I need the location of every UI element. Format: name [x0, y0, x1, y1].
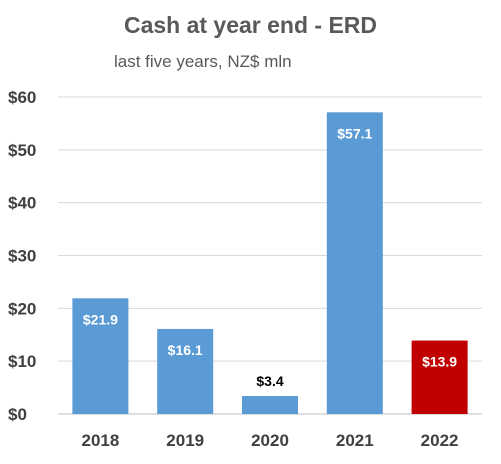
bar-2021 [326, 112, 383, 415]
y-tick-label: $30 [8, 247, 36, 266]
x-tick-label: 2022 [421, 431, 459, 450]
y-axis-tick-labels: $0 $10 $20 $30 $40 $50 $60 [8, 88, 36, 424]
chart-title: Cash at year end - ERD [123, 12, 378, 38]
x-axis-tick-labels: 2018 2019 2020 2021 2022 [81, 431, 458, 450]
y-tick-label: $20 [8, 299, 36, 318]
x-tick-label: 2018 [81, 431, 119, 450]
bars [72, 112, 468, 415]
data-label: $3.4 [256, 373, 283, 389]
y-tick-label: $0 [8, 405, 27, 424]
data-label: $57.1 [337, 125, 372, 141]
chart-subtitle: last five years, NZ$ mln [114, 52, 292, 71]
bar-2019 [157, 328, 214, 414]
data-label: $21.9 [83, 311, 118, 327]
bar-2022 [411, 340, 468, 414]
x-tick-label: 2019 [166, 431, 204, 450]
bar-2018 [72, 298, 129, 414]
y-tick-label: $40 [8, 194, 36, 213]
bar-2020 [242, 396, 298, 414]
data-label: $16.1 [168, 342, 203, 358]
x-tick-label: 2021 [336, 431, 374, 450]
y-tick-label: $60 [8, 88, 36, 107]
data-label: $13.9 [422, 354, 457, 370]
data-labels: $21.9 $16.1 $3.4 $57.1 $13.9 [83, 125, 457, 389]
x-tick-label: 2020 [251, 431, 289, 450]
y-tick-label: $50 [8, 141, 36, 160]
y-tick-label: $10 [8, 352, 36, 371]
